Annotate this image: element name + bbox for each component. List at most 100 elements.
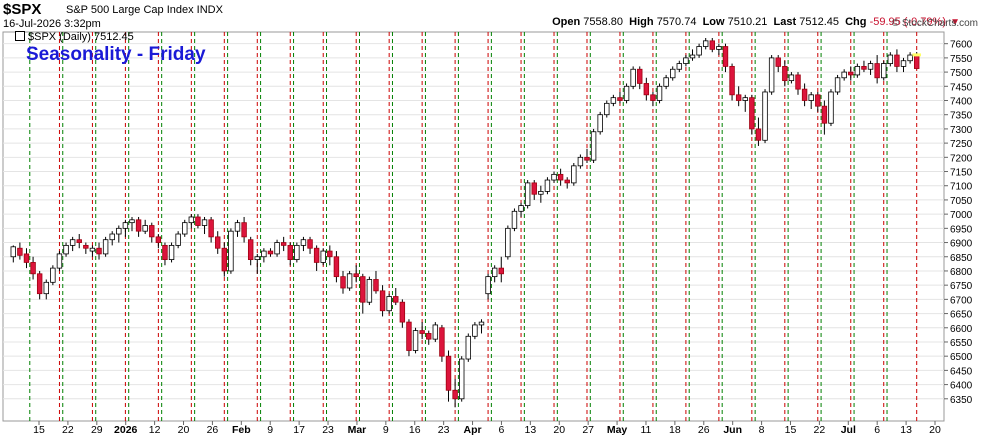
candle-up [788, 74, 795, 82]
ohlc-readout: Open 7558.80 High 7570.74 Low 7510.21 La… [552, 16, 946, 28]
y-tick-label: 7100 [950, 182, 973, 193]
x-tick-label: Apr [464, 424, 482, 436]
y-axis: 6350 6400 6450 6500 6550 6600 6650 6700 6750 6800… [944, 40, 973, 406]
candle-down [221, 247, 228, 272]
candle-down [749, 97, 755, 130]
candle-up [228, 230, 234, 272]
last-value: 7512.45 [799, 16, 839, 28]
candle-up [524, 182, 531, 207]
candle-up [834, 77, 841, 93]
x-tick-label: 15 [785, 424, 797, 436]
candle-up [597, 114, 603, 133]
candle-down [340, 276, 346, 289]
candle-down [96, 247, 102, 255]
y-tick-label: 7400 [950, 97, 973, 108]
candle-up [670, 68, 676, 79]
y-tick-label: 7500 [950, 68, 973, 79]
candle-up [762, 91, 768, 141]
y-tick-label: 6500 [950, 352, 973, 363]
y-tick-label: 6350 [950, 395, 973, 406]
y-tick-label: 7250 [950, 139, 973, 150]
candle-down [775, 57, 781, 67]
candle-up [887, 54, 894, 64]
candle-down [729, 66, 735, 96]
y-tick-label: 6850 [950, 253, 973, 264]
x-tick-label: 6 [499, 424, 505, 436]
last-label: Last [773, 16, 797, 28]
y-tick-label: 6950 [950, 224, 973, 235]
candle-down [333, 256, 340, 278]
candle-up [768, 57, 775, 93]
x-tick-label: 23 [322, 424, 334, 436]
chg-label: Chg [845, 16, 867, 28]
candle-down [241, 222, 247, 238]
candle-down [913, 54, 920, 69]
x-tick-label: Feb [232, 424, 251, 436]
candle-up [571, 165, 577, 184]
candle-down [30, 262, 36, 275]
weekday-markers [29, 32, 918, 421]
x-tick-label: 20 [178, 424, 190, 436]
candle-up [656, 85, 663, 101]
security-name: S&P 500 Large Cap Index INDX [66, 4, 223, 16]
candle-up [828, 91, 834, 124]
candle-down [287, 244, 293, 260]
candle-up [702, 40, 709, 47]
candle-up [300, 239, 307, 246]
candle-up [472, 324, 478, 337]
candle-down [643, 83, 650, 96]
candle-down [419, 330, 425, 334]
candle-down [393, 296, 399, 303]
candle-down [637, 68, 643, 84]
candle-up [900, 60, 907, 67]
candle-down [360, 276, 366, 303]
candle-up [254, 256, 260, 260]
candle-down [821, 105, 828, 124]
candle-up [577, 156, 584, 167]
y-tick-label: 6700 [950, 295, 973, 306]
candle-down [23, 253, 30, 263]
x-tick-label: May [607, 424, 628, 436]
chart-legend: $SPX (Daily) 7512.45 [15, 31, 134, 43]
x-tick-label: 12 [149, 424, 161, 436]
x-tick-label: Mar [348, 424, 367, 436]
candle-down [215, 236, 221, 249]
x-tick-label: 9 [383, 424, 389, 436]
candle-down [17, 247, 23, 256]
y-tick-label: 6650 [950, 310, 973, 321]
candle-up [294, 244, 300, 260]
candle-up [458, 358, 465, 400]
low-label: Low [702, 16, 725, 28]
candle-down [617, 97, 623, 101]
candle-down [406, 321, 412, 351]
y-tick-label: 6400 [950, 381, 973, 392]
candle-up [43, 281, 49, 295]
y-tick-label: 7150 [950, 168, 973, 179]
candle-up [201, 219, 208, 226]
candle-down [795, 74, 801, 90]
candle-down [722, 46, 729, 67]
candle-down [584, 156, 590, 161]
candle-down [83, 244, 89, 249]
candle-down [208, 219, 214, 238]
candle-down [894, 54, 900, 67]
y-tick-label: 6900 [950, 239, 973, 250]
candle-down [36, 273, 43, 295]
y-tick-label: 6550 [950, 338, 973, 349]
candle-up [10, 246, 17, 258]
x-tick-label: 22 [814, 424, 826, 436]
candle-up [491, 267, 498, 278]
candle-down [426, 333, 432, 340]
candle-down [162, 244, 168, 260]
candle-down [498, 267, 504, 275]
candle-down [874, 63, 880, 79]
x-tick-label: 11 [641, 424, 652, 436]
gridlines [3, 43, 944, 400]
x-tick-label: 9 [267, 424, 273, 436]
x-tick-label: Jul [841, 424, 856, 436]
candle-up [89, 247, 96, 252]
candle-down [650, 94, 656, 101]
candle-down [399, 301, 406, 323]
candle-up [663, 77, 669, 87]
x-tick-label: 29 [91, 424, 103, 436]
